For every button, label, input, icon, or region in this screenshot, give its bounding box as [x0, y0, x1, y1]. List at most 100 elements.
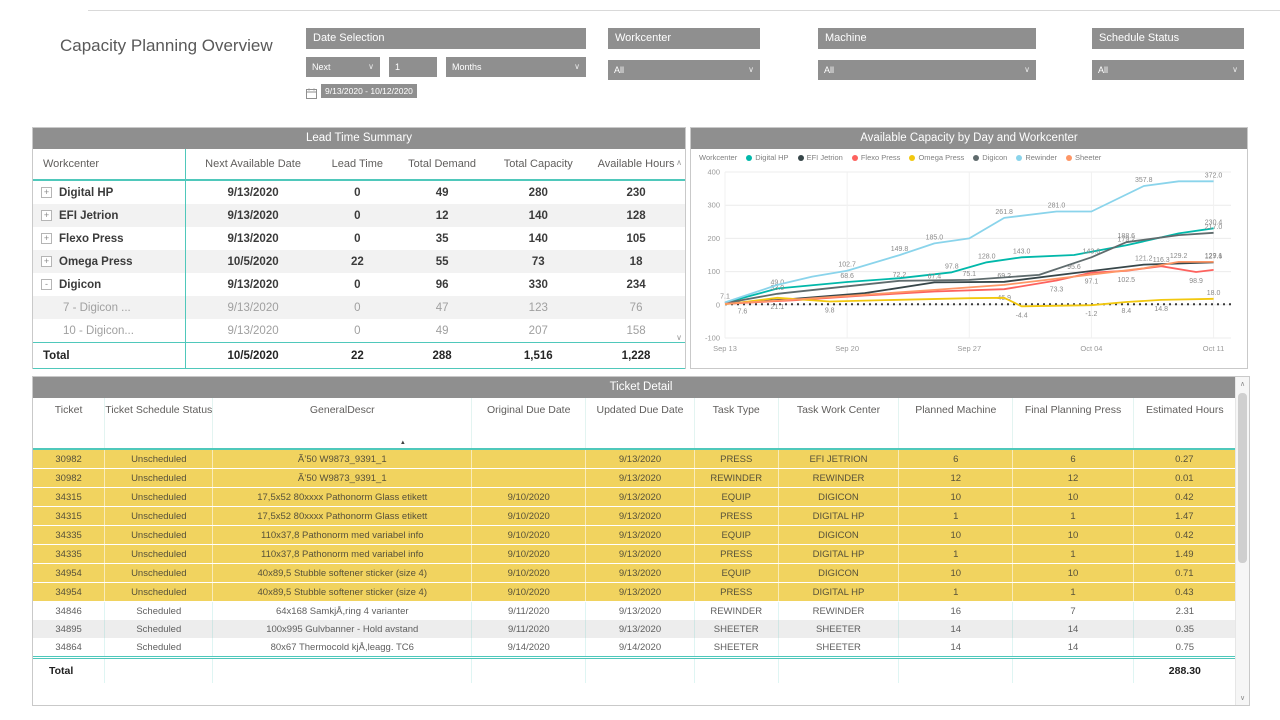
chevron-down-icon: ∨ — [1232, 65, 1238, 74]
column-header[interactable]: Available Hours — [597, 158, 675, 170]
scroll-down-icon[interactable]: ∨ — [676, 333, 682, 342]
table-row[interactable]: 34335 Unscheduled 110x37,8 Pathonorm med v… — [33, 545, 1236, 564]
column-header[interactable]: Ticket Schedule Status — [105, 398, 214, 448]
table-cell: 0.43 — [1134, 583, 1236, 601]
date-mode-dropdown[interactable]: Next ∨ — [306, 57, 380, 77]
total-cell — [779, 659, 900, 683]
table-cell: 0.35 — [1175, 623, 1195, 635]
y-tick-label: 100 — [707, 267, 720, 276]
column-header[interactable]: Final Planning Press — [1013, 398, 1134, 448]
data-label: 281.0 — [1048, 203, 1066, 210]
table-row[interactable]: + Digital HP 9/13/2020 0 49 280 230 — [33, 181, 685, 204]
table-row[interactable]: 10 - Digicon... 9/13/2020 0 49 207 158 — [33, 319, 685, 342]
table-cell: 9/13/2020 — [586, 545, 695, 563]
table-row[interactable]: - Digicon 9/13/2020 0 96 330 234 — [33, 273, 685, 296]
table-cell: 0.75 — [1175, 641, 1195, 653]
table-row[interactable]: 30982 Unscheduled Ã’50 W9873_9391_1 9/13/20… — [33, 469, 1236, 488]
legend-item-digicon[interactable]: Digicon — [973, 153, 1007, 162]
series-line-omega-press[interactable] — [724, 296, 1214, 308]
date-unit-dropdown[interactable]: Months ∨ — [446, 57, 586, 77]
data-label: 121.2 — [1135, 256, 1153, 263]
table-cell: 1 — [1013, 507, 1134, 525]
expand-icon[interactable]: + — [41, 256, 52, 267]
expand-icon[interactable]: + — [41, 187, 52, 198]
table-row[interactable]: + Omega Press 10/5/2020 22 55 73 18 — [33, 250, 685, 273]
table-row[interactable]: 34315 Unscheduled 17,5x52 80xxxx Pathonorm… — [33, 488, 1236, 507]
legend-title: Workcenter — [699, 153, 738, 162]
column-header[interactable]: Workcenter — [33, 149, 187, 179]
series-line-sheeter[interactable] — [724, 261, 1214, 305]
column-header[interactable]: Task Work Center — [779, 398, 900, 448]
table-row[interactable]: + EFI Jetrion 9/13/2020 0 12 140 128 — [33, 204, 685, 227]
data-label: 127.6 — [1205, 253, 1223, 260]
x-tick-label: Oct 04 — [1080, 344, 1102, 353]
column-header[interactable]: Task Type — [695, 398, 779, 448]
table-cell: 34315 — [33, 507, 106, 525]
capacity-chart-panel: Available Capacity by Day and Workcenter… — [690, 127, 1248, 369]
expand-icon[interactable]: + — [41, 233, 52, 244]
series-line-rewinder[interactable] — [724, 180, 1214, 304]
column-header[interactable]: Original Due Date — [472, 398, 587, 448]
table-row[interactable]: 34846 Scheduled 64x168 SamkjÅ,ring 4 varia… — [33, 602, 1236, 620]
table-cell: 0 — [354, 324, 361, 337]
scroll-down-icon[interactable]: ∨ — [1239, 695, 1246, 702]
table-cell: 40x89,5 Stubble softener sticker (size 4… — [213, 583, 473, 601]
table-cell: 1 — [899, 583, 1014, 601]
collapse-icon[interactable]: - — [41, 279, 52, 290]
table-cell: 9/10/2020 — [472, 583, 587, 601]
legend-item-digital-hp[interactable]: Digital HP — [746, 153, 789, 162]
column-header[interactable]: Lead Time — [331, 158, 384, 170]
expand-icon[interactable]: + — [41, 210, 52, 221]
table-row[interactable]: + Flexo Press 9/13/2020 0 35 140 105 — [33, 227, 685, 250]
chevron-down-icon: ∨ — [1024, 65, 1030, 74]
table-row[interactable]: 34335 Unscheduled 110x37,8 Pathonorm med v… — [33, 526, 1236, 545]
legend-item-efi-jetrion[interactable]: EFI Jetrion — [797, 153, 843, 162]
column-header[interactable]: Total Demand — [408, 158, 477, 170]
table-cell: 0 — [354, 232, 361, 245]
table-cell: 9/10/2020 — [472, 507, 587, 525]
table-cell: DIGITAL HP — [779, 507, 900, 525]
ticket-header-row: ▲ Ticket Ticket Schedule Status GeneralDes… — [33, 398, 1236, 450]
table-cell: 49 — [435, 324, 449, 337]
table-row[interactable]: 34864 Scheduled 80x67 Thermocold kjÅ,leagg… — [33, 638, 1236, 656]
column-header[interactable]: Next Available Date — [205, 158, 301, 170]
column-header[interactable]: Total Capacity — [503, 158, 573, 170]
table-row[interactable]: 34315 Unscheduled 17,5x52 80xxxx Pathonorm… — [33, 507, 1236, 526]
table-cell: 12 — [1013, 469, 1134, 487]
machine-dropdown[interactable]: All ∨ — [818, 60, 1036, 80]
column-header[interactable]: Ticket — [33, 398, 106, 448]
table-cell: 14 — [899, 638, 1014, 656]
series-line-digital-hp[interactable] — [724, 227, 1214, 304]
column-header[interactable]: Updated Due Date — [586, 398, 695, 448]
table-cell: 18 — [629, 255, 643, 268]
legend-item-omega-press[interactable]: Omega Press — [909, 153, 964, 162]
legend-label: EFI Jetrion — [806, 153, 843, 162]
workcenter-dropdown[interactable]: All ∨ — [608, 60, 760, 80]
legend-label: Digital HP — [755, 153, 789, 162]
sort-ascending-icon[interactable]: ▲ — [399, 440, 406, 446]
calendar-icon — [306, 86, 317, 99]
date-number-input[interactable]: 1 — [389, 57, 437, 77]
scrollbar-thumb[interactable] — [1238, 393, 1247, 563]
column-header[interactable]: Estimated Hours — [1146, 404, 1224, 416]
series-line-digicon[interactable] — [724, 231, 1214, 304]
scroll-up-icon[interactable]: ∧ — [1239, 381, 1246, 388]
scroll-up-icon[interactable]: ∧ — [676, 158, 682, 167]
table-row[interactable]: 34954 Unscheduled 40x89,5 Stubble softener… — [33, 564, 1236, 583]
table-row[interactable]: 30982 Unscheduled Ã’50 W9873_9391_1 9/13/20… — [33, 450, 1236, 469]
table-cell: Unscheduled — [105, 507, 214, 525]
table-row[interactable]: 34954 Unscheduled 40x89,5 Stubble softener… — [33, 583, 1236, 602]
column-header[interactable]: Planned Machine — [899, 398, 1014, 448]
ticket-scrollbar[interactable]: ∧ ∨ — [1235, 377, 1249, 705]
table-cell: 9/13/2020 — [586, 507, 695, 525]
legend-item-rewinder[interactable]: Rewinder — [1016, 153, 1057, 162]
legend-item-sheeter[interactable]: Sheeter — [1066, 153, 1101, 162]
table-row[interactable]: 7 - Digicon ... 9/13/2020 0 47 123 76 — [33, 296, 685, 319]
legend-item-flexo-press[interactable]: Flexo Press — [851, 153, 900, 162]
column-header[interactable]: GeneralDescr — [213, 398, 473, 448]
table-row[interactable]: 34895 Scheduled 100x995 Gulvbanner - Hold … — [33, 620, 1236, 638]
table-cell: DIGICON — [779, 488, 900, 506]
y-tick-label: 400 — [707, 168, 720, 177]
schedule-status-dropdown[interactable]: All ∨ — [1092, 60, 1244, 80]
